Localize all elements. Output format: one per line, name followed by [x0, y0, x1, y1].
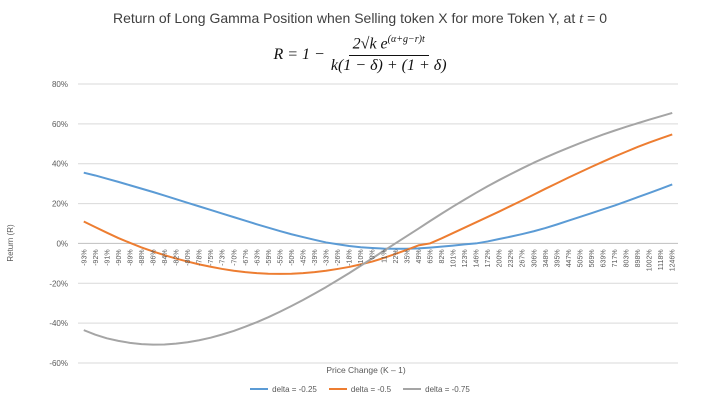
x-tick-label: -33% — [324, 249, 331, 265]
x-tick-label: -39% — [312, 249, 319, 265]
legend-label: delta = -0.5 — [350, 384, 392, 394]
x-tick-label: -92% — [93, 249, 100, 265]
x-tick-label: 717% — [612, 249, 619, 267]
series-line — [83, 171, 673, 250]
x-tick-label: 65% — [427, 249, 434, 263]
x-tick-label: -70% — [231, 249, 238, 265]
series-line — [83, 133, 673, 275]
x-tick-label: 348% — [543, 249, 550, 267]
y-tick-label: -20% — [49, 279, 68, 288]
x-tick-label: 505% — [577, 249, 584, 267]
x-tick-label: -55% — [277, 249, 284, 265]
legend-entry: delta = -0.75 — [403, 385, 470, 394]
x-tick-label: -86% — [151, 249, 158, 265]
x-tick-label: -91% — [104, 249, 111, 265]
y-tick-label: -40% — [49, 319, 68, 328]
formula-numerator: 2√k e — [352, 35, 388, 53]
y-tick-label: -60% — [49, 359, 68, 368]
formula-exponent: (α+g−r)t — [387, 34, 425, 45]
x-tick-label: 447% — [566, 249, 573, 267]
x-tick-label: -84% — [162, 249, 169, 265]
x-tick-label: 639% — [601, 249, 608, 267]
x-tick-label: 898% — [635, 249, 642, 267]
chart-title-text: Return of Long Gamma Position when Selli… — [112, 10, 576, 26]
x-tick-label: -59% — [266, 249, 273, 265]
x-tick-label: 395% — [554, 249, 561, 267]
x-axis-label: Price Change (K – 1) — [326, 365, 406, 375]
return-formula: R = 1 − 2√k e(α+g−r)t k(1 − δ) + (1 + δ) — [0, 34, 720, 75]
formula-denominator: k(1 − δ) + (1 + δ) — [330, 57, 447, 75]
legend-label: delta = -0.75 — [425, 384, 470, 394]
x-tick-label: -63% — [254, 249, 261, 265]
x-tick-label: -10% — [358, 249, 365, 265]
x-tick-label: -93% — [81, 249, 88, 265]
y-tick-label: 20% — [52, 200, 68, 209]
chart-title: Return of Long Gamma Position when Selli… — [0, 10, 720, 28]
x-tick-label: 1002% — [647, 249, 654, 271]
x-tick-label: 1246% — [670, 249, 677, 271]
x-tick-label: -78% — [197, 249, 204, 265]
x-tick-label: -82% — [174, 249, 181, 265]
x-tick-label: 35% — [404, 249, 411, 263]
x-tick-label: 232% — [508, 249, 515, 267]
x-tick-label: -26% — [335, 249, 342, 265]
x-tick-label: -73% — [220, 249, 227, 265]
x-tick-label: 123% — [462, 249, 469, 267]
x-tick-label: -50% — [289, 249, 296, 265]
legend-swatch — [328, 388, 347, 390]
legend-entry: delta = -0.5 — [328, 384, 392, 394]
x-tick-label: 82% — [439, 249, 446, 263]
x-tick-label: -67% — [243, 249, 250, 265]
x-tick-label: -90% — [116, 249, 123, 265]
x-tick-label: -89% — [127, 249, 134, 265]
x-tick-label: 101% — [451, 249, 458, 267]
x-tick-label: 267% — [520, 249, 527, 267]
y-tick-label: 60% — [52, 120, 68, 129]
x-tick-label: 11% — [381, 249, 388, 263]
chart-title-suffix: = 0 — [583, 10, 608, 26]
x-tick-label: 200% — [497, 249, 504, 267]
x-tick-label: 146% — [474, 249, 481, 267]
x-tick-labels: -93% -92% -91% -90% -89% -88% -86% -84% -82% -80%… — [81, 249, 676, 271]
gridlines — [78, 83, 678, 364]
x-tick-label: 49% — [416, 249, 423, 263]
legend-swatch — [250, 388, 269, 390]
x-tick-label: 0% — [370, 249, 377, 259]
x-tick-label: -80% — [185, 249, 192, 265]
chart-title-var: t — [579, 11, 584, 27]
legend-entry: delta = -0.25 — [250, 385, 317, 394]
y-axis-label: Return (R) — [6, 224, 15, 262]
formula-lhs: R = 1 − — [273, 45, 325, 63]
legend: delta = -0.25 delta = -0.5 delta = -0.75 — [0, 383, 720, 394]
x-tick-label: 569% — [589, 249, 596, 267]
legend-label: delta = -0.25 — [272, 384, 317, 394]
y-tick-label: 40% — [52, 160, 68, 169]
series-line — [83, 111, 673, 346]
x-tick-label: 803% — [624, 249, 631, 267]
y-tick-labels: -60% -40% -20% 0% 20% 40% 60% 80% — [49, 80, 68, 368]
x-tick-label: 172% — [485, 249, 492, 267]
y-tick-label: 80% — [52, 80, 68, 89]
x-tick-label: 1118% — [658, 249, 665, 270]
legend-swatch — [403, 388, 422, 390]
x-tick-label: -75% — [208, 249, 215, 265]
x-tick-label: -45% — [301, 249, 308, 265]
x-tick-label: 306% — [531, 249, 538, 267]
series-lines — [83, 111, 673, 346]
x-tick-label: -18% — [347, 249, 354, 265]
y-tick-label: 0% — [56, 239, 68, 248]
x-tick-label: -88% — [139, 249, 146, 265]
x-tick-label: 22% — [393, 249, 400, 263]
